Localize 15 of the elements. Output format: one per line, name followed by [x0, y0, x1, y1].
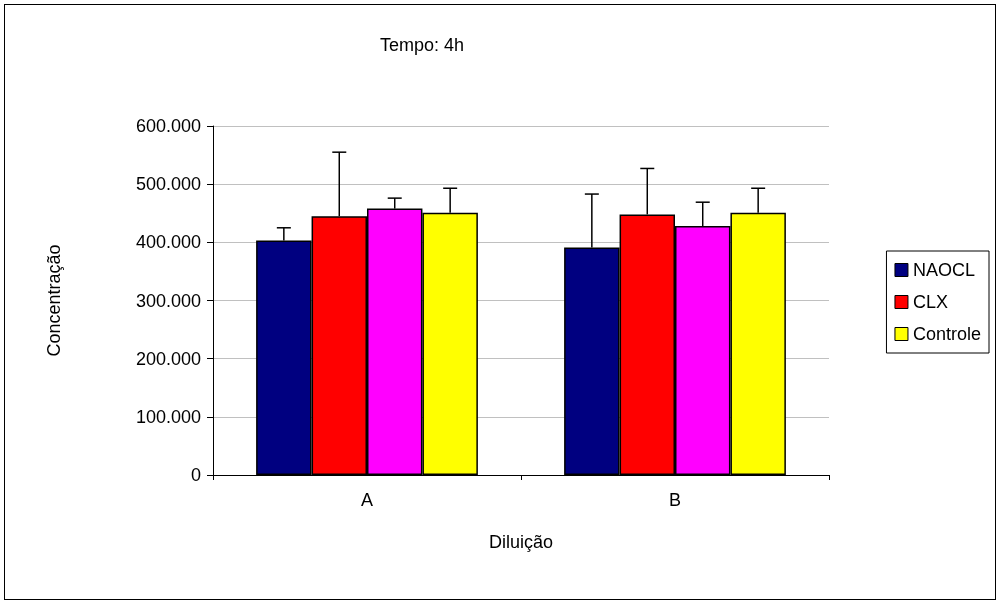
x-axis-title: Diluição: [488, 532, 554, 552]
y-tick-label: 500.000: [135, 174, 201, 195]
y-tick-label: 400.000: [135, 232, 201, 253]
legend-label: CLX: [912, 292, 948, 312]
x-tick-label: A: [360, 490, 374, 510]
legend-label: Controle: [912, 324, 982, 344]
x-tick-label: B: [668, 490, 682, 510]
y-tick-label: 100.000: [135, 406, 201, 427]
legend-label: NAOCL: [912, 260, 975, 280]
chart-title: Tempo: 4h: [379, 35, 465, 55]
y-axis-title: Concentração: [44, 244, 64, 357]
y-tick-label: 600.000: [135, 116, 201, 136]
y-tick-label: 200.000: [135, 348, 201, 369]
y-tick-label: 300.000: [135, 290, 201, 311]
y-tick-label: 0: [190, 465, 201, 485]
